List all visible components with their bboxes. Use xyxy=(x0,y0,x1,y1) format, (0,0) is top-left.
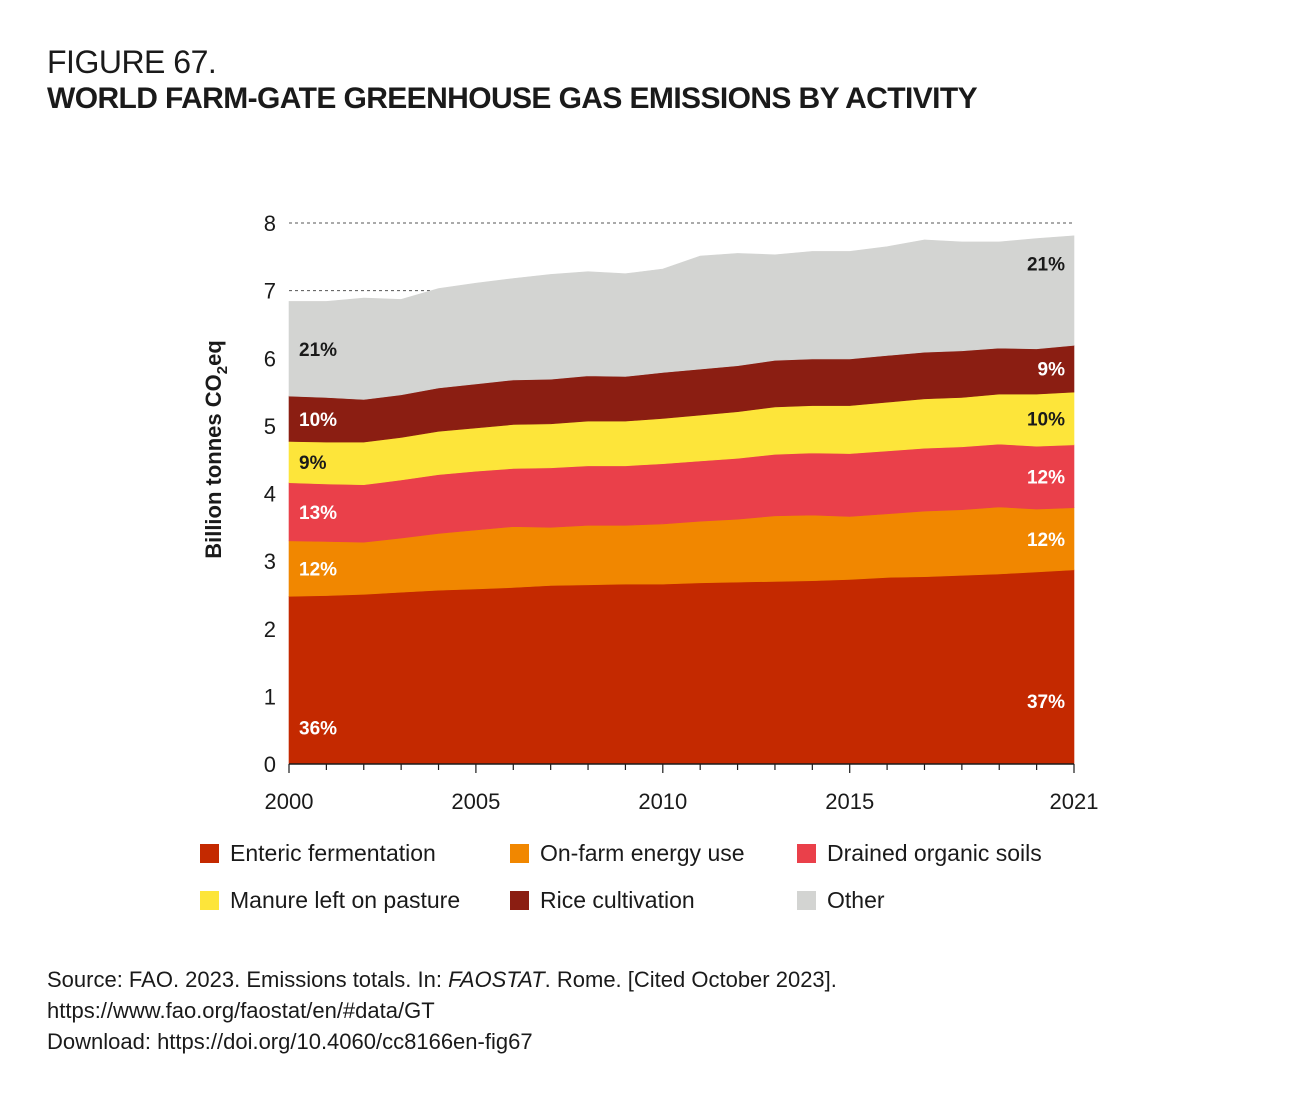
legend-swatch xyxy=(200,891,219,910)
legend-swatch xyxy=(510,891,529,910)
download-link[interactable]: Download: https://doi.org/10.4060/cc8166… xyxy=(47,1029,533,1054)
legend-label: Drained organic soils xyxy=(827,840,1042,866)
area-other xyxy=(288,235,1075,400)
y-axis-title-main: Billion tonnes CO xyxy=(201,374,226,559)
source-prefix: Source: FAO. 2023. Emissions totals. In: xyxy=(47,967,449,992)
legend-label: Enteric fermentation xyxy=(230,840,436,866)
legend-item-on-farm-energy-use: On-farm energy use xyxy=(510,840,745,867)
y-tick-label: 3 xyxy=(264,549,276,574)
data-label: 12% xyxy=(1027,467,1065,488)
legend-swatch xyxy=(510,844,529,863)
data-label: 10% xyxy=(299,410,337,431)
data-label: 12% xyxy=(299,560,337,581)
legend-swatch xyxy=(797,844,816,863)
legend-label: Rice cultivation xyxy=(540,887,695,913)
legend-item-drained-organic-soils: Drained organic soils xyxy=(797,840,1042,867)
x-tick-label: 2010 xyxy=(638,789,687,814)
y-tick-label: 2 xyxy=(264,617,276,642)
y-tick-label: 1 xyxy=(264,684,276,709)
x-tick-label: 2000 xyxy=(265,789,314,814)
x-tick-label: 2021 xyxy=(1050,789,1099,814)
legend-item-enteric-fermentation: Enteric fermentation xyxy=(200,840,436,867)
figure-title: WORLD FARM-GATE GREENHOUSE GAS EMISSIONS… xyxy=(47,82,978,115)
data-label: 9% xyxy=(299,453,327,474)
y-tick-label: 6 xyxy=(264,346,276,371)
y-axis-title-tail: eq xyxy=(201,340,226,366)
legend-item-rice-cultivation: Rice cultivation xyxy=(510,887,695,914)
y-axis-title: Billion tonnes CO2eq xyxy=(201,340,231,559)
x-tick-label: 2015 xyxy=(825,789,874,814)
legend-label: On-farm energy use xyxy=(540,840,745,866)
x-tick-label: 2005 xyxy=(451,789,500,814)
data-label: 13% xyxy=(299,503,337,524)
y-tick-label: 0 xyxy=(264,752,276,777)
data-label: 9% xyxy=(1038,360,1066,381)
legend-swatch xyxy=(797,891,816,910)
legend-item-other: Other xyxy=(797,887,885,914)
source-url[interactable]: https://www.fao.org/faostat/en/#data/GT xyxy=(47,998,435,1023)
data-label: 10% xyxy=(1027,409,1065,430)
y-tick-label: 8 xyxy=(264,211,276,236)
data-label: 36% xyxy=(299,718,337,739)
figure-number: FIGURE 67. xyxy=(47,44,217,80)
y-tick-label: 7 xyxy=(264,279,276,304)
data-label: 21% xyxy=(1027,255,1065,276)
y-tick-label: 4 xyxy=(264,482,276,507)
source-citation: Source: FAO. 2023. Emissions totals. In:… xyxy=(47,964,837,995)
data-label: 12% xyxy=(1027,530,1065,551)
data-label: 37% xyxy=(1027,692,1065,713)
legend-label: Other xyxy=(827,887,885,913)
legend-item-manure-left-on-pasture: Manure left on pasture xyxy=(200,887,460,914)
source-note: Source: FAO. 2023. Emissions totals. In:… xyxy=(47,964,837,1057)
legend-label: Manure left on pasture xyxy=(230,887,461,913)
area-enteric-fermentation xyxy=(288,569,1075,765)
y-tick-label: 5 xyxy=(264,414,276,439)
data-label: 21% xyxy=(299,340,337,361)
stacked-area-chart: 36%37%12%12%13%12%9%10%10%9%21%21%2000 20… xyxy=(201,211,1099,814)
source-italic: FAOSTAT xyxy=(448,967,545,992)
source-suffix: . Rome. [Cited October 2023]. xyxy=(544,967,837,992)
y-axis-title-subscript: 2 xyxy=(214,366,231,374)
legend-swatch xyxy=(200,844,219,863)
